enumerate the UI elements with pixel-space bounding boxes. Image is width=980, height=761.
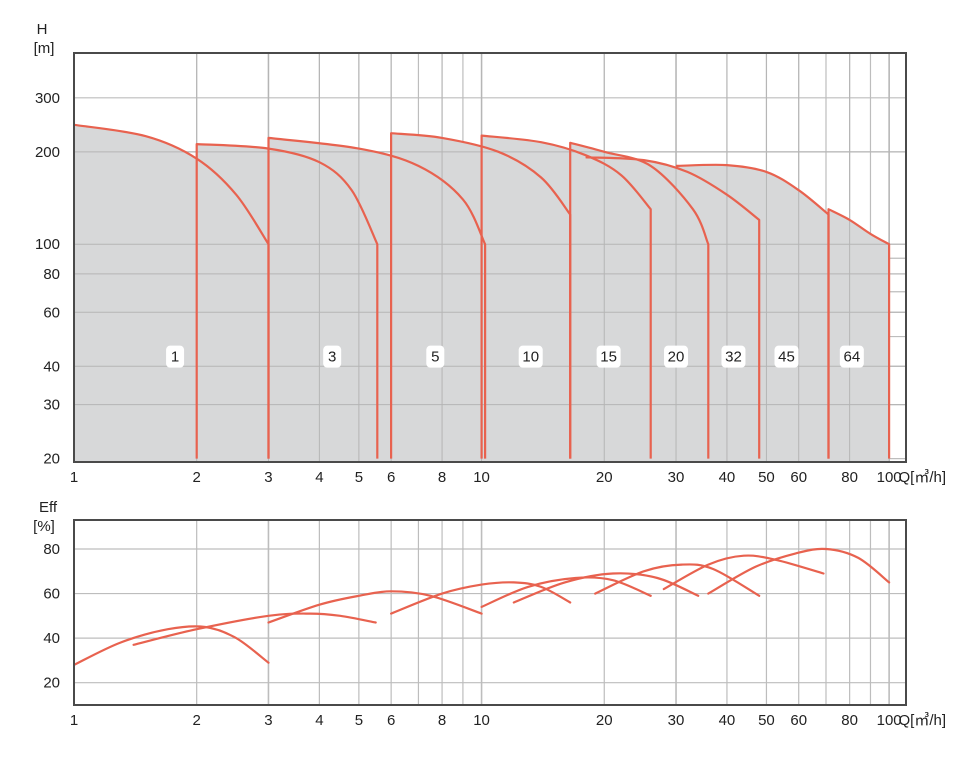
head-x-tick-label: 6 (387, 469, 395, 486)
head-axis-unit: [m] (34, 40, 55, 57)
model-label-box (323, 345, 342, 368)
head-curve (480, 134, 652, 459)
eff-axis-label: Eff (39, 499, 58, 516)
head-x-tick-label: 30 (668, 469, 685, 486)
head-area (828, 209, 890, 462)
model-label-box (721, 345, 746, 368)
eff-axis-unit: [%] (33, 518, 55, 535)
eff-y-tick-label: 80 (43, 541, 60, 558)
head-y-tick-label: 80 (43, 266, 60, 283)
model-label: 1 (171, 349, 179, 366)
eff-x-tick-label: 6 (387, 712, 395, 729)
model-label: 20 (668, 349, 685, 366)
head-y-tick-label: 100 (35, 236, 60, 253)
head-y-tick-label: 200 (35, 144, 60, 161)
head-curve (390, 132, 572, 459)
head-x-tick-label: 8 (438, 469, 446, 486)
head-axis-label: H (37, 21, 48, 38)
model-label-box (426, 345, 445, 368)
model-label: 32 (725, 349, 742, 366)
head-y-tick-label: 40 (43, 358, 60, 375)
model-label-box (596, 345, 621, 368)
eff-x-tick-label: 4 (315, 712, 323, 729)
eff-curve (132, 612, 377, 646)
model-label: 10 (522, 349, 539, 366)
eff-curve (662, 554, 825, 591)
eff-curve (390, 581, 572, 615)
model-label: 15 (600, 349, 617, 366)
head-x-tick-label: 10 (473, 469, 490, 486)
eff-curve (594, 563, 761, 597)
head-x-tick-label: 60 (790, 469, 807, 486)
eff-grid (74, 520, 906, 705)
model-label: 3 (328, 349, 336, 366)
head-y-tick-label: 30 (43, 397, 60, 414)
model-label: 45 (778, 349, 795, 366)
eff-x-tick-label: 30 (668, 712, 685, 729)
eff-x-tick-label: 100 (877, 712, 902, 729)
head-area (676, 164, 829, 462)
head-y-tick-label: 60 (43, 304, 60, 321)
eff-x-tick-label: 1 (70, 712, 78, 729)
head-x-tick-label: 50 (758, 469, 775, 486)
head-curve (267, 136, 487, 459)
eff-curve (512, 572, 700, 604)
head-x-tick-label: 20 (596, 469, 613, 486)
model-label-box (664, 345, 689, 368)
head-curve (195, 143, 379, 459)
model-label-box (518, 345, 543, 368)
eff-x-tick-label: 20 (596, 712, 613, 729)
eff-x-tick-label: 50 (758, 712, 775, 729)
model-label-box (774, 345, 799, 368)
head-ticks: 1 2 3 4 5 6 8 10 20 30 40 50 60 80 1002030406080100200… (34, 21, 946, 486)
model-label: 64 (843, 349, 860, 366)
head-curve (569, 141, 710, 459)
eff-x-tick-label: 2 (193, 712, 201, 729)
head-x-tick-label: 3 (264, 469, 272, 486)
head-y-tick-label: 20 (43, 451, 60, 468)
eff-y-tick-label: 20 (43, 675, 60, 692)
model-label: 5 (431, 349, 439, 366)
eff-x-tick-label: 80 (841, 712, 858, 729)
head-x-tick-label: 40 (719, 469, 736, 486)
head-x-tick-label: 4 (315, 469, 323, 486)
head-curve (827, 208, 891, 459)
eff-plot-frame (73, 519, 907, 706)
head-x-tick-label: 100 (877, 469, 902, 486)
head-x-tick-label: 1 (70, 469, 78, 486)
head-x-tick-label: 2 (193, 469, 201, 486)
eff-x-tick-label: 3 (264, 712, 272, 729)
model-labels: 1 3 5 10 15 20 32 45 64 (166, 345, 864, 368)
eff-y-tick-label: 40 (43, 630, 60, 647)
eff-ticks: 1 2 3 4 5 6 8 10 20 30 40 50 60 80 100 20 40 60 80 Eff [%] Q[… (33, 499, 946, 729)
eff-x-tick-label: 60 (790, 712, 807, 729)
eff-x-tick-label: 5 (355, 712, 363, 729)
head-x-tick-label: 80 (841, 469, 858, 486)
eff-x-axis-label: Q[㎥/h] (898, 712, 946, 729)
eff-y-tick-label: 60 (43, 586, 60, 603)
eff-plot-background (74, 520, 906, 705)
eff-curves (74, 547, 891, 666)
head-y-tick-label: 300 (35, 90, 60, 107)
eff-x-tick-label: 40 (719, 712, 736, 729)
head-x-tick-label: 5 (355, 469, 363, 486)
model-label-box (166, 345, 185, 368)
model-label-box (839, 345, 864, 368)
head-x-axis-label: Q[㎥/h] (898, 469, 946, 486)
eff-curve (707, 547, 891, 595)
eff-curve (480, 576, 652, 608)
eff-x-tick-label: 10 (473, 712, 490, 729)
eff-x-tick-label: 8 (438, 712, 446, 729)
head-curve (585, 156, 761, 459)
head-curves (74, 123, 891, 459)
head-curve (675, 163, 830, 459)
eff-curve (74, 625, 270, 666)
head-plot-frame (73, 52, 907, 463)
